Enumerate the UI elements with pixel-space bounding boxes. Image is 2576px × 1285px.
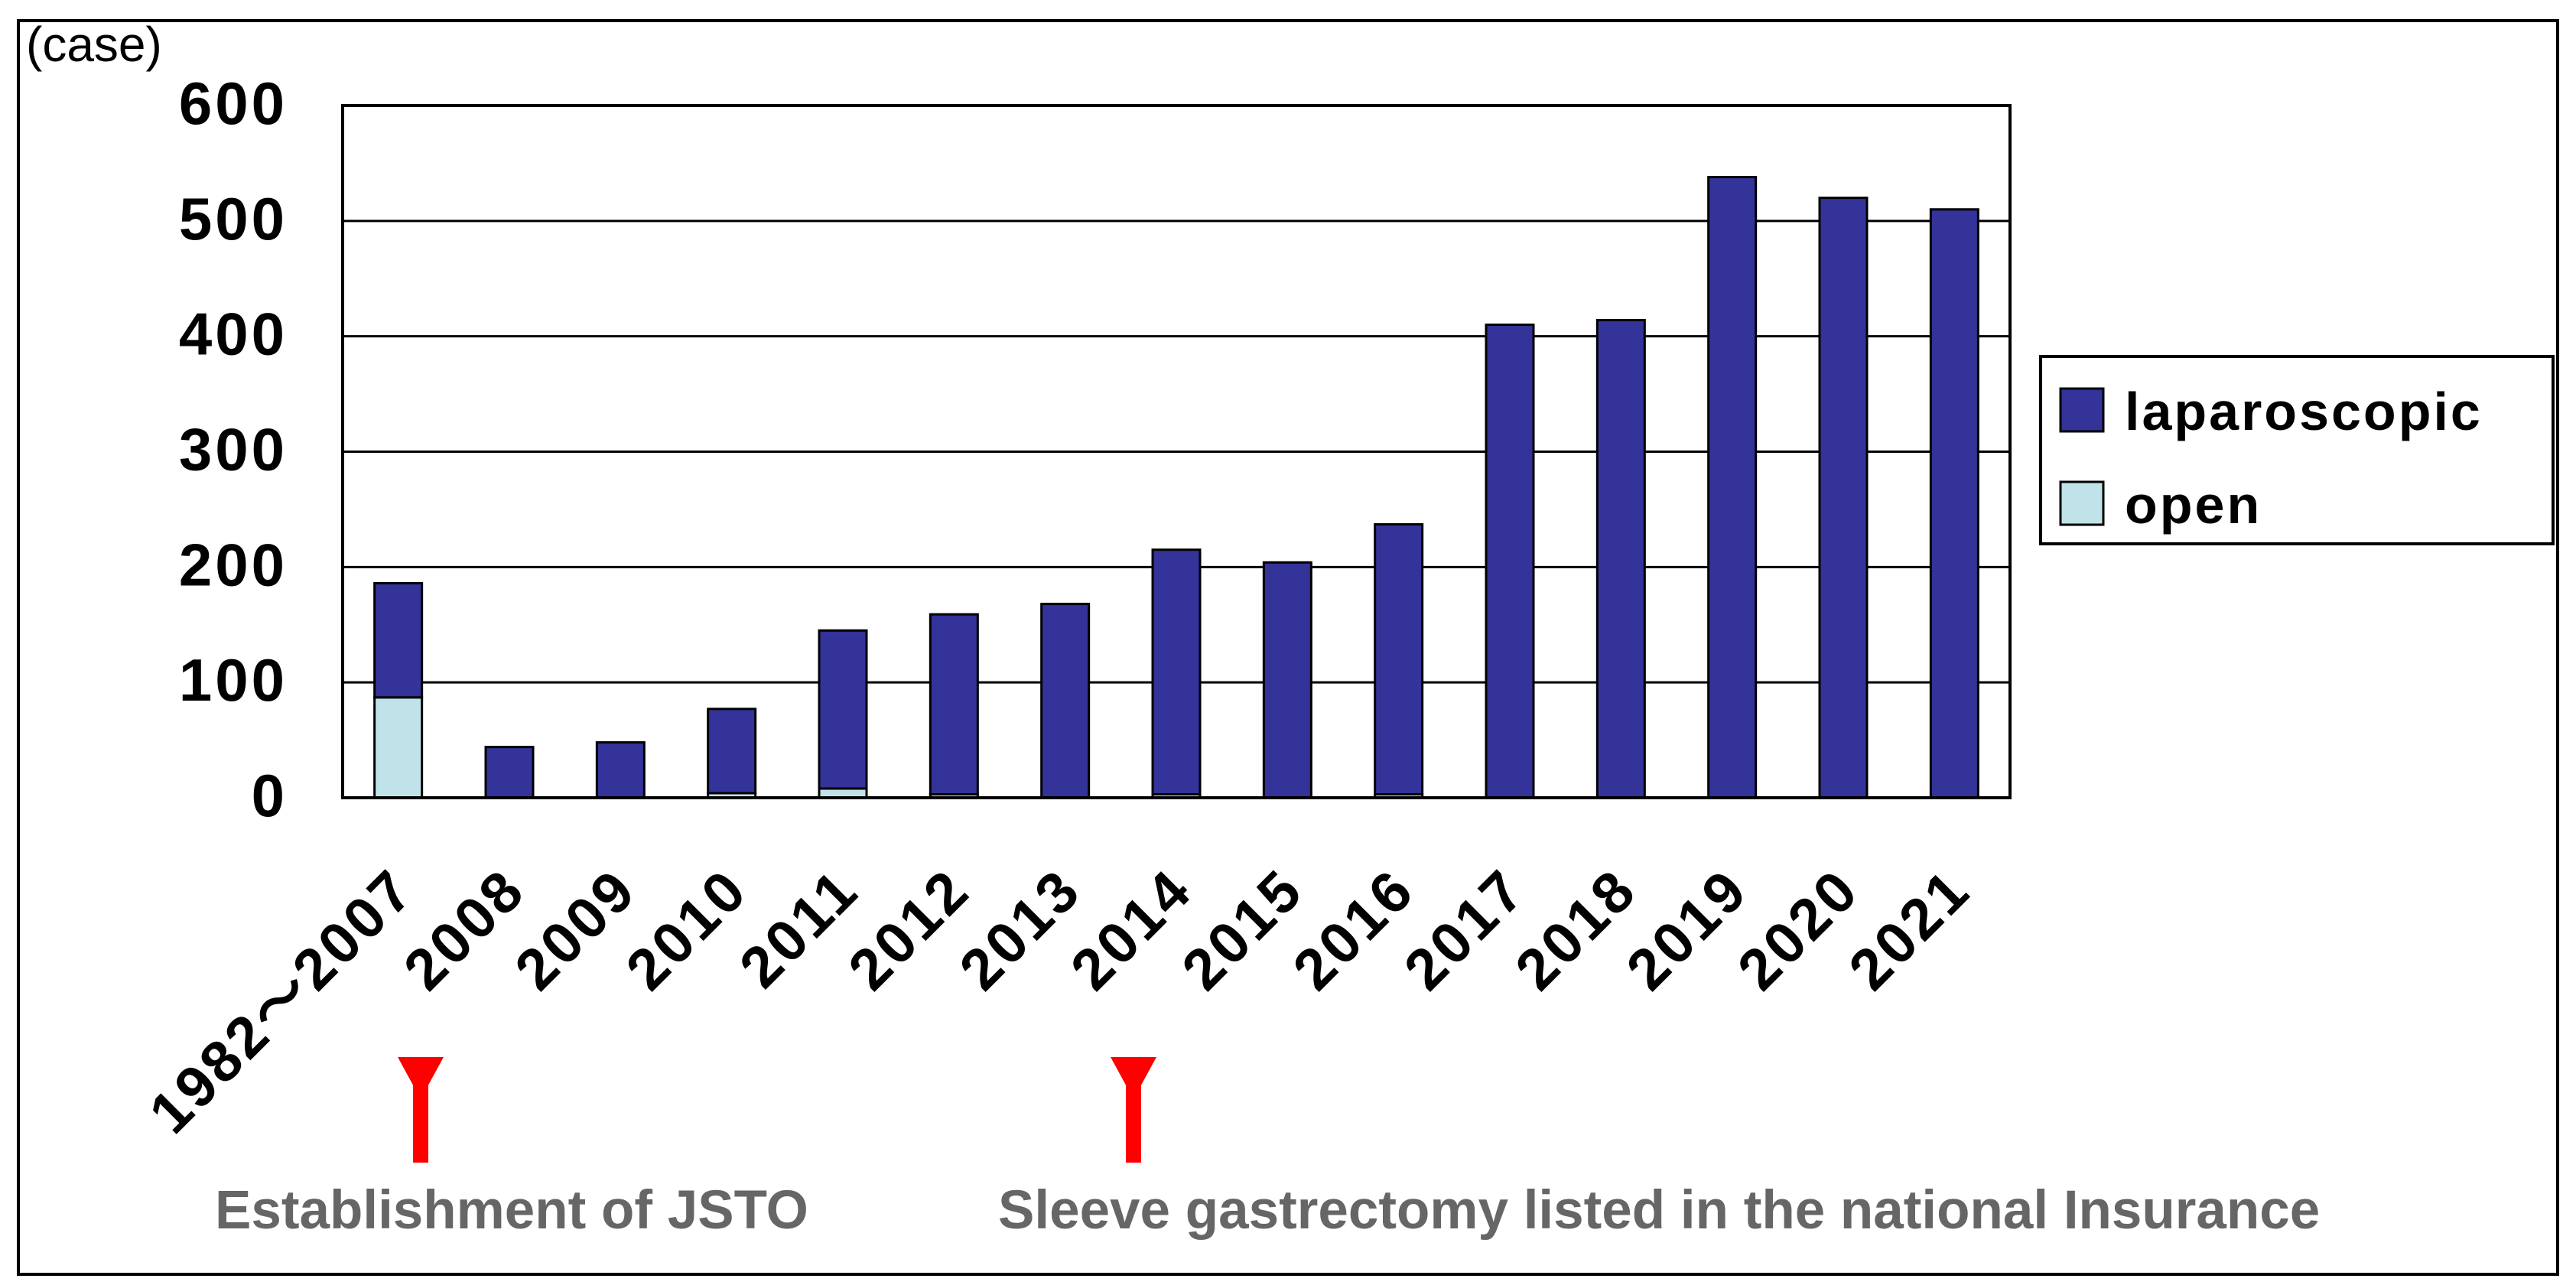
y-tick-label-400: 400 <box>179 301 288 368</box>
x-tick-label-11: 2018 <box>1503 857 1649 1003</box>
bar-laparoscopic-8 <box>1262 561 1312 799</box>
y-axis-unit-label: (case) <box>26 17 162 72</box>
y-tick-label-0: 0 <box>252 762 288 829</box>
bar-laparoscopic-7 <box>1151 548 1202 795</box>
x-tick-label-7: 2014 <box>1059 857 1205 1003</box>
x-tick-label-12: 2019 <box>1615 857 1761 1003</box>
annotation-sleeve-gastrectomy-text: Sleeve gastrectomy listed in the nationa… <box>998 1180 2320 1241</box>
x-tick-label-6: 2013 <box>948 857 1094 1003</box>
x-tick-label-2: 2009 <box>503 857 649 1003</box>
annotation-establishment: Establishment of JSTO <box>215 1057 808 1241</box>
x-tick-label-3: 2010 <box>614 857 760 1003</box>
bar-laparoscopic-0 <box>373 581 424 699</box>
x-tick-label-13: 2020 <box>1725 857 1872 1003</box>
bar-laparoscopic-6 <box>1040 603 1091 799</box>
bar-laparoscopic-10 <box>1485 324 1535 799</box>
bar-laparoscopic-3 <box>707 708 757 795</box>
bar-laparoscopic-4 <box>818 629 868 790</box>
bar-laparoscopic-1 <box>484 746 535 799</box>
y-tick-label-600: 600 <box>179 70 288 137</box>
legend: laparoscopic open <box>2039 355 2555 545</box>
legend-label-laparoscopic: laparoscopic <box>2125 382 2483 441</box>
x-tick-label-9: 2016 <box>1281 857 1427 1003</box>
x-tick-label-4: 2011 <box>727 857 871 1000</box>
bar-laparoscopic-5 <box>929 613 979 795</box>
red-up-arrow-icon <box>1111 1057 1156 1163</box>
x-tick-label-0: 1982～2007 <box>137 857 426 1146</box>
legend-border <box>2039 355 2555 545</box>
bar-laparoscopic-9 <box>1374 523 1424 795</box>
bar-open-0 <box>373 696 424 799</box>
legend-swatch-open <box>2059 480 2105 526</box>
legend-swatch-laparoscopic <box>2059 387 2105 433</box>
bars <box>373 176 1979 799</box>
bar-laparoscopic-13 <box>1818 197 1869 799</box>
red-up-arrow-icon <box>398 1057 444 1163</box>
bar-laparoscopic-11 <box>1595 319 1646 799</box>
y-tick-label-200: 200 <box>179 531 288 598</box>
legend-label-open: open <box>2125 475 2262 535</box>
y-tick-label-100: 100 <box>179 646 288 714</box>
figure-border <box>17 19 2559 1276</box>
x-tick-label-1: 2008 <box>392 857 538 1003</box>
y-axis-tick-labels: 0 100 200 300 400 500 600 <box>179 70 288 829</box>
y-tick-label-500: 500 <box>179 185 288 252</box>
x-tick-label-14: 2021 <box>1836 857 1982 1003</box>
x-tick-label-5: 2012 <box>836 857 982 1003</box>
x-tick-label-8: 2015 <box>1169 857 1316 1003</box>
bar-laparoscopic-2 <box>595 741 646 799</box>
bar-laparoscopic-14 <box>1929 208 1979 799</box>
plot-area-frame <box>341 104 2012 799</box>
x-tick-label-10: 2017 <box>1392 857 1538 1003</box>
y-tick-label-300: 300 <box>179 416 288 483</box>
annotation-establishment-text: Establishment of JSTO <box>215 1180 808 1241</box>
bar-laparoscopic-12 <box>1707 176 1758 799</box>
annotation-sleeve-gastrectomy: Sleeve gastrectomy listed in the nationa… <box>998 1057 2320 1241</box>
